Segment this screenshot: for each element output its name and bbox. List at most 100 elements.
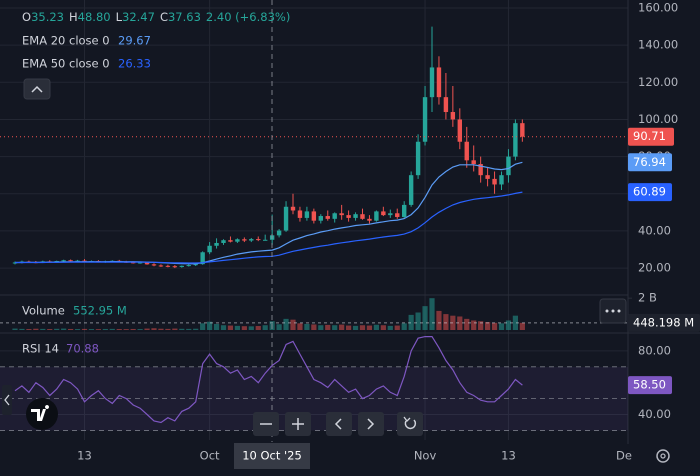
candle-body [235, 239, 240, 242]
candle-body [325, 216, 330, 219]
volume-bar [47, 329, 53, 330]
candle-body [283, 206, 289, 231]
last-price-label: 90.71 [633, 129, 666, 143]
volume-bar [339, 324, 345, 330]
rsi-last-label-box [628, 376, 672, 395]
logo [26, 398, 58, 430]
volume-bar [276, 324, 282, 330]
volume-bar [408, 314, 414, 330]
volume-bar [318, 325, 324, 330]
candle-body [172, 266, 178, 268]
candle-body [415, 141, 421, 176]
candle-body [68, 260, 73, 262]
volume-bar [311, 324, 317, 330]
volume-bar [283, 318, 289, 330]
volume-bar [186, 328, 192, 330]
volume-bar [394, 325, 400, 330]
candle-body [332, 213, 337, 219]
candle-body [353, 214, 358, 218]
volume-bar [325, 324, 331, 330]
candle-body [256, 239, 261, 241]
labels: 13OctNov13De20.0040.0060.0080.00100.0012… [22, 0, 700, 469]
candle-body [499, 175, 504, 185]
volume-bar [457, 316, 463, 330]
volume-bar [19, 328, 25, 330]
candle-body [506, 156, 511, 176]
volume-bar [332, 325, 338, 330]
candle-body [429, 67, 435, 98]
candle-body [485, 175, 490, 179]
volume-bar [401, 323, 407, 330]
volume-bar [498, 323, 505, 330]
volume-bar [137, 329, 143, 330]
volume-bar [464, 318, 470, 330]
x-tick-label: Oct [200, 449, 220, 463]
rsi-line [14, 336, 523, 424]
volume-bar [227, 325, 234, 330]
volume-bar [81, 328, 88, 330]
reset-button[interactable] [397, 412, 423, 436]
volume-bar [436, 310, 442, 330]
volume-bar [359, 325, 366, 330]
volume-bar [68, 328, 74, 330]
volume-bar [40, 328, 46, 330]
rsi-tick-label: 40.00 [638, 407, 671, 421]
candle-body [207, 245, 212, 253]
candle-body [436, 67, 442, 98]
marks [0, 0, 628, 442]
candle-body [360, 214, 365, 219]
volume-bar [220, 325, 227, 330]
ema-last-label: 60.89 [633, 185, 666, 199]
collapse-button[interactable] [23, 78, 51, 100]
candle-body [249, 239, 254, 241]
volume-bar [241, 326, 247, 330]
x-tick-label: De [616, 449, 632, 463]
settings-button[interactable] [656, 449, 670, 463]
volume-legend-value: 552.95 M [73, 304, 127, 318]
candle-body [242, 239, 247, 241]
candle-body [311, 211, 317, 221]
volume-bar [380, 325, 386, 330]
volume-bar [505, 320, 512, 330]
candle-body [395, 213, 400, 217]
legend-value: 32.47 [122, 10, 155, 24]
candle-body [304, 211, 310, 218]
volume-bar [123, 329, 129, 330]
zoom-out-button[interactable] [253, 412, 279, 436]
scroll-left-button[interactable] [2, 385, 12, 415]
candle-body [318, 216, 323, 221]
candle-body [471, 160, 476, 165]
scroll-forward-button[interactable] [358, 412, 384, 436]
y-tick-label: 20.00 [638, 261, 671, 275]
volume-bar [297, 323, 303, 330]
volume-last-label: 448.198 M [633, 315, 694, 329]
scroll-back-button[interactable] [326, 412, 352, 436]
volume-bar [346, 325, 352, 330]
x-tick-label: Nov [414, 449, 437, 463]
candle-body [520, 123, 525, 137]
volume-bar [12, 328, 18, 330]
volume-bar [491, 322, 498, 330]
zoom-in-button[interactable] [285, 412, 311, 436]
volume-bar [422, 306, 428, 330]
candle-body [290, 206, 296, 211]
more-button[interactable] [599, 298, 627, 324]
volume-bar [144, 328, 150, 330]
volume-bar [485, 322, 491, 330]
x-tick-label: 13 [77, 449, 92, 463]
ema-last-label-box [628, 153, 672, 172]
candle-body [346, 215, 351, 218]
volume-bar [26, 329, 32, 330]
legend-key: H [69, 10, 78, 24]
candle-body [367, 218, 372, 221]
y-tick-label: 40.00 [638, 223, 671, 237]
candle-body [297, 210, 303, 218]
candle-body [151, 264, 157, 266]
volume-bar [366, 325, 373, 330]
volume-bar [151, 328, 157, 330]
candle-body [186, 265, 191, 267]
candle-body [165, 265, 171, 267]
rsi-last-label: 58.50 [633, 378, 666, 392]
